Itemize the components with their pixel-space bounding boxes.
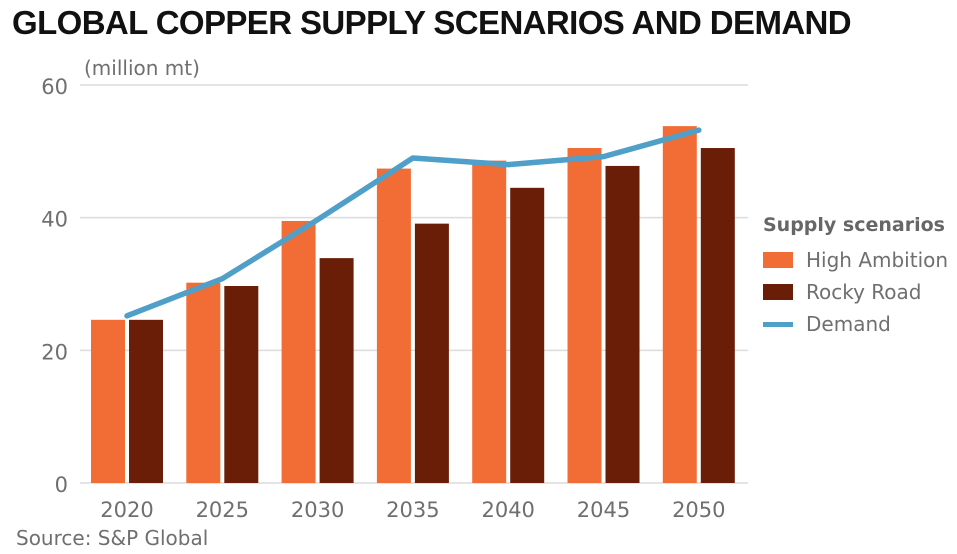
x-tick-label: 2035 (386, 498, 439, 522)
x-tick-label: 2030 (291, 498, 344, 522)
y-tick-label: 0 (55, 473, 68, 497)
bar-high-ambition-2025 (186, 282, 221, 483)
bar-high-ambition-2020 (91, 319, 125, 483)
bar-rocky-road-2030 (319, 258, 354, 483)
bar-rocky-road-2020 (129, 319, 163, 483)
x-tick-label: 2020 (100, 498, 153, 522)
bar-rocky-road-2035 (414, 223, 449, 484)
bar-rocky-road-2050 (700, 148, 735, 483)
x-tick-label: 2025 (196, 498, 249, 522)
source-note: Source: S&P Global (16, 526, 209, 550)
legend-label-rocky-road: Rocky Road (806, 280, 922, 304)
y-axis-ticks: 0 20 40 60 (41, 75, 68, 497)
legend-item-demand: Demand (763, 308, 948, 340)
bar-high-ambition-2045 (567, 148, 602, 483)
bar-rocky-road-2025 (224, 285, 259, 483)
bar-high-ambition-2035 (376, 168, 411, 483)
x-tick-label: 2050 (672, 498, 725, 522)
x-tick-label: 2040 (481, 498, 534, 522)
bar-rocky-road-2045 (605, 165, 640, 483)
y-tick-label: 20 (41, 340, 68, 364)
y-axis-unit-label: (million mt) (84, 56, 200, 80)
legend-swatch-high-ambition (763, 252, 793, 268)
bar-high-ambition-2030 (281, 220, 316, 483)
legend-label-demand: Demand (806, 312, 891, 336)
chart-title: GLOBAL COPPER SUPPLY SCENARIOS AND DEMAN… (12, 4, 852, 41)
x-axis-ticks: 2020 2025 2030 2035 2040 2045 2050 (100, 498, 725, 522)
y-tick-label: 60 (41, 75, 68, 99)
legend-item-rocky-road: Rocky Road (763, 276, 948, 308)
legend-title: Supply scenarios (763, 214, 945, 236)
x-tick-label: 2045 (577, 498, 630, 522)
legend-label-high-ambition: High Ambition (806, 248, 949, 272)
demand-line-group (124, 127, 702, 319)
bars (91, 126, 735, 484)
legend-swatch-rocky-road (763, 284, 793, 300)
bar-rocky-road-2040 (510, 187, 545, 484)
bar-high-ambition-2040 (472, 160, 507, 483)
legend-item-high-ambition: High Ambition (763, 244, 948, 276)
legend-swatch-demand (763, 321, 793, 327)
y-tick-label: 40 (41, 208, 68, 232)
legend: Supply scenarios High Ambition Rocky Roa… (763, 214, 948, 340)
bar-high-ambition-2050 (662, 126, 697, 484)
